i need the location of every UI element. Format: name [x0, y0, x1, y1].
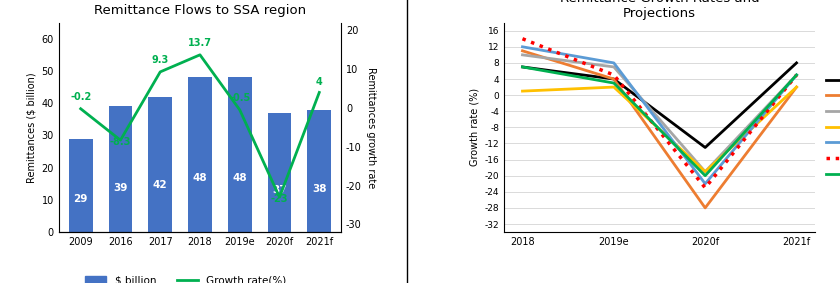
Text: 29: 29	[73, 194, 88, 204]
Bar	[307, 110, 331, 232]
Y-axis label: Remittances growth rate: Remittances growth rate	[365, 67, 375, 188]
Line: MENA: MENA	[522, 87, 796, 172]
Y-axis label: Growth rate (%): Growth rate (%)	[469, 88, 479, 166]
Text: 38: 38	[312, 184, 327, 194]
LAC	[791, 73, 801, 77]
Legend: EAP, ECA, LAC, MENA, SA, SSA, World: EAP, ECA, LAC, MENA, SA, SSA, World	[827, 75, 840, 179]
LAC	[609, 65, 619, 69]
Text: 39: 39	[113, 183, 128, 193]
EAP	[701, 146, 711, 149]
Text: -0.2: -0.2	[70, 92, 92, 102]
EAP	[517, 65, 528, 69]
Line: ECA: ECA	[522, 51, 796, 208]
SA	[701, 182, 711, 185]
Text: 48: 48	[192, 173, 207, 183]
Bar	[228, 78, 252, 232]
Bar	[268, 113, 291, 232]
Bar	[69, 139, 92, 232]
MENA	[609, 85, 619, 89]
Y-axis label: Remittances ($ billion): Remittances ($ billion)	[26, 72, 36, 183]
SSA	[517, 37, 528, 40]
SA	[517, 45, 528, 48]
Text: 4: 4	[316, 77, 323, 87]
SSA	[609, 73, 619, 77]
EAP	[609, 77, 619, 81]
Line: LAC: LAC	[522, 55, 796, 172]
Legend: $ billion, Growth rate(%): $ billion, Growth rate(%)	[81, 271, 291, 283]
Title: Remittance Growth Rates and
Projections: Remittance Growth Rates and Projections	[559, 0, 759, 20]
LAC	[517, 53, 528, 57]
Text: 37: 37	[272, 185, 286, 195]
Bar	[188, 78, 212, 232]
EAP	[791, 61, 801, 65]
World	[701, 174, 711, 177]
SA	[791, 73, 801, 77]
Text: 42: 42	[153, 180, 167, 190]
World	[517, 65, 528, 69]
Text: 48: 48	[233, 173, 247, 183]
Text: -0.5: -0.5	[229, 93, 250, 103]
SSA	[791, 73, 801, 77]
MENA	[791, 85, 801, 89]
World	[609, 81, 619, 85]
LAC	[701, 170, 711, 173]
ECA	[701, 206, 711, 210]
Title: Remittance Flows to SSA region: Remittance Flows to SSA region	[94, 4, 306, 17]
Line: EAP: EAP	[522, 63, 796, 147]
ECA	[609, 77, 619, 81]
Text: -23: -23	[270, 194, 288, 204]
Text: -8.3: -8.3	[110, 137, 131, 147]
ECA	[517, 49, 528, 53]
MENA	[701, 170, 711, 173]
Line: SA: SA	[522, 47, 796, 184]
SSA	[701, 186, 711, 189]
Bar	[149, 97, 172, 232]
MENA	[517, 89, 528, 93]
SA	[609, 61, 619, 65]
Line: World: World	[522, 67, 796, 176]
Bar	[108, 106, 133, 232]
ECA	[791, 85, 801, 89]
Text: 9.3: 9.3	[151, 55, 169, 65]
World	[791, 73, 801, 77]
Text: 13.7: 13.7	[188, 38, 212, 48]
Line: SSA: SSA	[522, 39, 796, 188]
